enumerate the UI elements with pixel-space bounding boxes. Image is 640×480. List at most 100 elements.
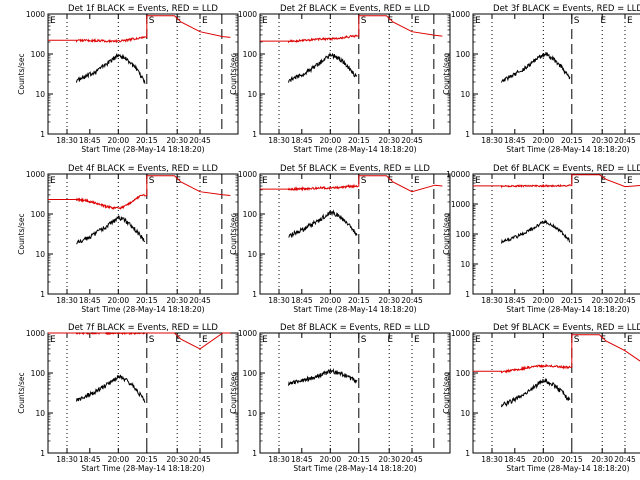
plot-frame (259, 173, 451, 295)
x-tick-label: 20:30 (591, 455, 613, 464)
y-tick-label: 1000 (26, 329, 45, 338)
y-tick-label: 100 (243, 50, 258, 59)
x-tick-label: 20:15 (348, 455, 370, 464)
x-axis-label: Start Time (28-May-14 18:18:20) (81, 305, 204, 314)
event-marker-s: S (361, 176, 367, 186)
y-tick-label: 10 (460, 90, 470, 99)
event-marker-e: E (414, 16, 420, 26)
event-marker-e: E (175, 335, 181, 345)
x-tick-label: 20:45 (614, 296, 636, 305)
event-marker-e: E (475, 335, 481, 345)
y-tick-label: 1000 (238, 170, 257, 179)
y-tick-label: 1000 (238, 10, 257, 19)
x-tick-label: 18:45 (291, 296, 313, 305)
detector-panel-5: Det 5f BLACK = Events, RED = LLD 1 10 100 10… (229, 164, 451, 314)
y-tick-label: 1000 (451, 10, 470, 19)
x-tick-label: 20:15 (136, 296, 158, 305)
y-axis-label: Counts/sec (229, 53, 238, 94)
y-tick-label: 1000 (238, 329, 257, 338)
events-series-line (501, 377, 571, 408)
y-axis-label: Counts/sec (442, 53, 451, 94)
detector-panel-7: Det 7f BLACK = Events, RED = LLD 1 10 100 10… (17, 323, 239, 473)
y-tick-label: 10 (35, 250, 45, 259)
panel-title: Det 6f BLACK = Events, RED = LLD (493, 164, 640, 174)
event-marker-s: S (574, 335, 580, 345)
x-axis-label: Start Time (28-May-14 18:18:20) (81, 464, 204, 473)
y-tick-label: 100 (31, 210, 46, 219)
event-marker-e: E (627, 335, 633, 345)
plot-frame (259, 332, 451, 454)
plot-frame (47, 13, 239, 135)
events-series-line (288, 209, 358, 239)
x-tick-label: 20:00 (319, 455, 341, 464)
y-tick-label: 1 (465, 290, 470, 299)
x-tick-label: 20:30 (166, 296, 188, 305)
y-tick-label: 1 (40, 130, 45, 139)
events-series-line (76, 374, 146, 403)
plot-frame (472, 13, 640, 135)
x-axis-label: Start Time (28-May-14 18:18:20) (506, 305, 629, 314)
event-marker-s: S (149, 335, 155, 345)
y-tick-label: 1000 (26, 170, 45, 179)
x-tick-label: 20:45 (401, 455, 423, 464)
y-tick-label: 1000 (26, 10, 45, 19)
x-tick-label: 20:00 (319, 136, 341, 145)
y-axis-label: Counts/sec (442, 372, 451, 413)
x-tick-label: 18:30 (481, 455, 503, 464)
x-axis-label: Start Time (28-May-14 18:18:20) (506, 464, 629, 473)
y-tick-label: 100 (31, 369, 46, 378)
plot-frame (472, 332, 640, 454)
detector-panel-9: Det 9f BLACK = Events, RED = LLD 1 10 100 10… (442, 323, 640, 473)
y-tick-label: 1 (40, 449, 45, 458)
panel-title: Det 8f BLACK = Events, RED = LLD (280, 323, 430, 333)
event-marker-s: S (361, 335, 367, 345)
y-tick-label: 1 (252, 290, 257, 299)
x-tick-label: 20:00 (319, 296, 341, 305)
y-tick-label: 10 (247, 409, 257, 418)
x-tick-label: 20:45 (189, 455, 211, 464)
panel-title: Det 7f BLACK = Events, RED = LLD (68, 323, 218, 333)
event-marker-e: E (262, 16, 268, 26)
x-tick-label: 18:30 (268, 136, 290, 145)
y-tick-label: 10 (247, 250, 257, 259)
y-tick-label: 1 (252, 449, 257, 458)
x-tick-label: 18:45 (291, 455, 313, 464)
x-tick-label: 18:45 (504, 455, 526, 464)
x-tick-label: 20:45 (401, 296, 423, 305)
lld-series-line (48, 175, 231, 211)
x-tick-label: 20:00 (532, 136, 554, 145)
y-tick-label: 10 (35, 90, 45, 99)
y-axis-label: Counts/sec (229, 372, 238, 413)
x-axis-label: Start Time (28-May-14 18:18:20) (293, 305, 416, 314)
x-tick-label: 18:30 (56, 455, 78, 464)
events-series-line (76, 215, 145, 245)
y-tick-label: 1 (252, 130, 257, 139)
event-marker-e: E (387, 176, 393, 186)
x-tick-label: 20:30 (591, 136, 613, 145)
event-marker-e: E (50, 16, 56, 26)
x-tick-label: 18:45 (504, 136, 526, 145)
x-tick-label: 18:30 (481, 296, 503, 305)
x-tick-label: 20:30 (591, 296, 613, 305)
detector-panel-3: Det 3f BLACK = Events, RED = LLD 1 10 100 10… (442, 4, 640, 154)
lld-series-line (260, 15, 443, 44)
panel-title: Det 9f BLACK = Events, RED = LLD (493, 323, 640, 333)
x-tick-label: 18:30 (481, 136, 503, 145)
x-tick-label: 20:30 (378, 136, 400, 145)
event-marker-e: E (387, 335, 393, 345)
event-marker-e: E (414, 176, 420, 186)
detector-panel-1: Det 1f BLACK = Events, RED = LLD 1 10 100 10… (17, 4, 239, 154)
x-tick-label: 18:45 (504, 296, 526, 305)
x-tick-label: 20:15 (136, 136, 158, 145)
events-series-line (501, 218, 571, 244)
event-marker-s: S (574, 176, 580, 186)
detector-panel-8: Det 8f BLACK = Events, RED = LLD 1 10 100 10… (229, 323, 451, 473)
x-tick-label: 20:15 (136, 455, 158, 464)
x-tick-label: 18:30 (268, 296, 290, 305)
x-tick-label: 20:45 (189, 136, 211, 145)
y-axis-label: Counts/sec (442, 213, 451, 254)
x-axis-label: Start Time (28-May-14 18:18:20) (506, 145, 629, 154)
x-tick-label: 20:15 (561, 136, 583, 145)
x-tick-label: 20:45 (401, 136, 423, 145)
